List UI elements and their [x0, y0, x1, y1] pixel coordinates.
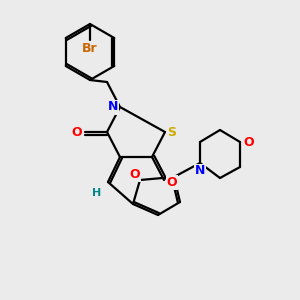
Text: O: O — [130, 167, 140, 181]
Text: O: O — [244, 136, 254, 148]
Text: H: H — [92, 188, 102, 198]
Text: O: O — [167, 176, 177, 188]
Text: Br: Br — [82, 43, 98, 56]
Text: N: N — [108, 100, 118, 113]
Text: N: N — [195, 164, 205, 178]
Text: S: S — [167, 125, 176, 139]
Text: O: O — [72, 125, 82, 139]
